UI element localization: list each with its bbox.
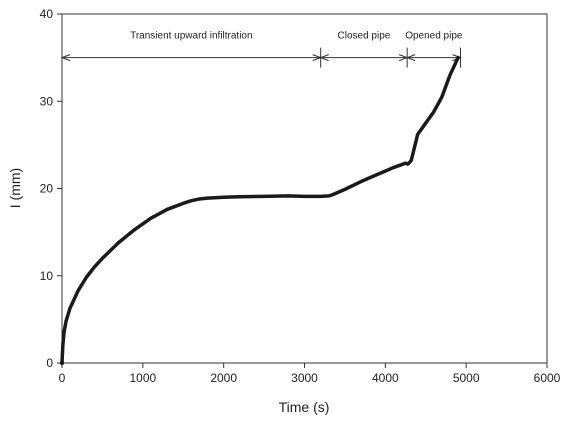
x-tick-label: 0 [59,371,66,385]
x-tick-label: 5000 [453,371,480,385]
series-layer [59,55,460,366]
x-tick-label: 4000 [372,371,399,385]
y-tick-label: 10 [40,269,54,283]
annotations: Transient upward infiltration Closed pipe… [60,31,463,68]
x-tick-label: 1000 [129,371,156,385]
y-tick-label: 20 [40,182,54,196]
y-axis-title: I (mm) [7,168,23,208]
annotation-arrowhead-left [405,54,416,62]
y-tick-label: 0 [46,356,53,370]
series-line [60,55,460,365]
annotation-arrowhead-left [319,54,329,62]
y-tick-label: 30 [40,94,54,108]
y-axis-ticks: 0 10 20 30 40 [40,7,62,370]
annotation-label: Opened pipe [405,31,463,42]
annotation-label: Transient upward infiltration [130,31,252,42]
annotation-arrowhead-left [60,54,71,62]
x-tick-label: 2000 [210,371,237,385]
annotation-arrowhead-right [452,54,462,62]
x-axis-title: Time (s) [279,399,330,415]
x-tick-label: 6000 [534,371,561,385]
annotation-label: Closed pipe [338,31,391,42]
x-axis-ticks: 0 1000 2000 3000 4000 5000 6000 [59,363,561,385]
x-tick-label: 3000 [291,371,318,385]
plot-area-frame [61,13,548,364]
y-tick-label: 40 [40,7,54,21]
series-point [59,360,65,366]
